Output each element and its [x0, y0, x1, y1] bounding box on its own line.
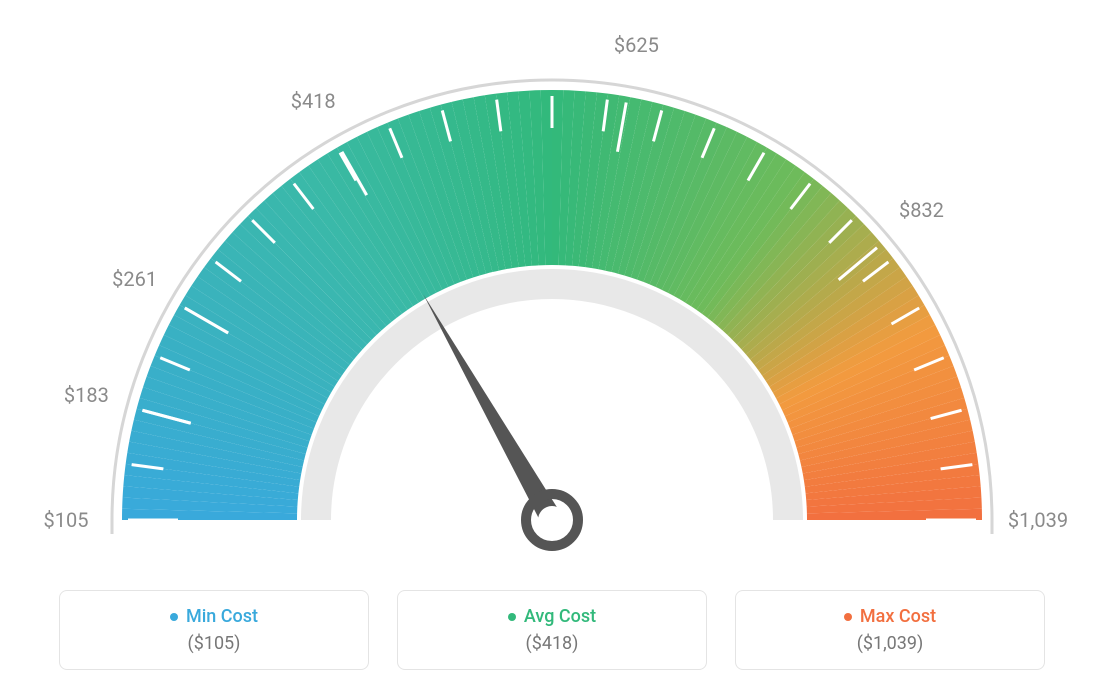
legend-avg-value: ($418)	[526, 633, 579, 654]
gauge-tick-label: $418	[291, 89, 336, 113]
legend-min-label: Min Cost	[186, 606, 258, 627]
legend-max: Max Cost ($1,039)	[735, 590, 1045, 670]
legend-min-value: ($105)	[188, 633, 241, 654]
legend-max-label: Max Cost	[860, 606, 936, 627]
legend-max-dot	[844, 613, 852, 621]
legend-row: Min Cost ($105) Avg Cost ($418) Max Cost…	[0, 590, 1104, 670]
legend-avg: Avg Cost ($418)	[397, 590, 707, 670]
legend-max-value: ($1,039)	[857, 633, 924, 654]
gauge-tick-label: $1,039	[1008, 508, 1068, 532]
gauge-chart: $105 $183 $261 $418 $625 $832 $1,039	[0, 0, 1104, 560]
legend-avg-label: Avg Cost	[524, 606, 596, 627]
gauge-tick-label: $832	[899, 198, 944, 222]
gauge-tick-label: $625	[614, 33, 659, 57]
legend-min-dot	[170, 613, 178, 621]
legend-avg-dot	[508, 613, 516, 621]
gauge-tick-label: $183	[64, 383, 109, 407]
gauge-tick-label: $105	[44, 508, 89, 532]
legend-min: Min Cost ($105)	[59, 590, 369, 670]
gauge-tick-label: $261	[112, 267, 157, 291]
